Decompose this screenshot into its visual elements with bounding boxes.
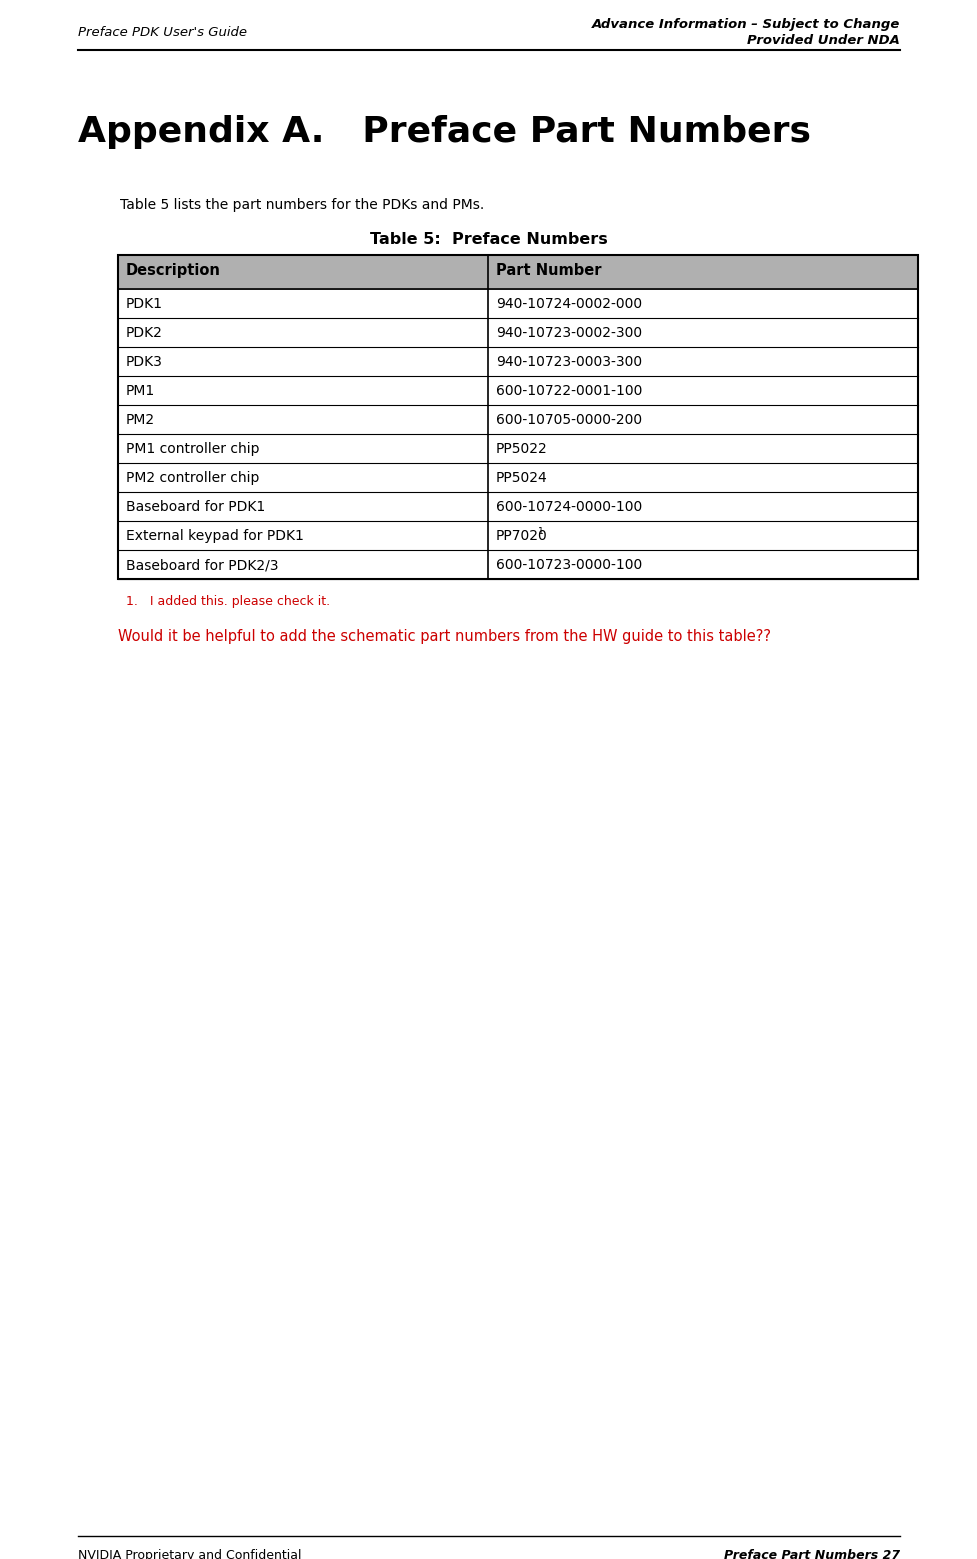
Text: Part Number: Part Number: [495, 263, 601, 278]
Text: Advance Information – Subject to Change: Advance Information – Subject to Change: [591, 19, 899, 31]
Text: Preface PDK User's Guide: Preface PDK User's Guide: [78, 27, 247, 39]
Bar: [118, 318, 917, 348]
Text: 940-10724-0002-000: 940-10724-0002-000: [495, 298, 642, 310]
Bar: [118, 550, 917, 578]
Bar: [118, 521, 917, 550]
Text: 1.   I added this. please check it.: 1. I added this. please check it.: [126, 596, 330, 608]
Text: PDK1: PDK1: [126, 298, 163, 310]
Text: NVIDIA Proprietary and Confidential: NVIDIA Proprietary and Confidential: [78, 1550, 301, 1559]
Bar: [118, 405, 917, 433]
Text: 600-10705-0000-200: 600-10705-0000-200: [495, 413, 642, 427]
Bar: [118, 288, 917, 318]
Text: 600-10722-0001-100: 600-10722-0001-100: [495, 384, 642, 398]
Text: Table 5 lists the part numbers for the PDKs and PMs.: Table 5 lists the part numbers for the P…: [120, 198, 484, 212]
Text: Description: Description: [126, 263, 221, 278]
Text: PDK2: PDK2: [126, 326, 163, 340]
Text: 600-10723-0000-100: 600-10723-0000-100: [495, 558, 642, 572]
Text: PP5022: PP5022: [495, 443, 547, 455]
Text: Baseboard for PDK2/3: Baseboard for PDK2/3: [126, 558, 278, 572]
Bar: [118, 348, 917, 376]
Text: PP5024: PP5024: [495, 471, 547, 485]
Text: Preface Part Numbers 27: Preface Part Numbers 27: [723, 1550, 899, 1559]
Text: PDK3: PDK3: [126, 355, 163, 369]
Text: 1: 1: [537, 527, 543, 536]
Bar: [118, 433, 917, 463]
Bar: [118, 463, 917, 493]
Text: Table 5:  Preface Numbers: Table 5: Preface Numbers: [369, 232, 608, 246]
Text: PM2: PM2: [126, 413, 155, 427]
Text: Would it be helpful to add the schematic part numbers from the HW guide to this : Would it be helpful to add the schematic…: [118, 628, 770, 644]
Bar: [118, 256, 917, 288]
Text: PM2 controller chip: PM2 controller chip: [126, 471, 259, 485]
Text: Baseboard for PDK1: Baseboard for PDK1: [126, 500, 265, 514]
Text: 940-10723-0002-300: 940-10723-0002-300: [495, 326, 642, 340]
Text: 600-10724-0000-100: 600-10724-0000-100: [495, 500, 642, 514]
Bar: [118, 493, 917, 521]
Text: Appendix A.   Preface Part Numbers: Appendix A. Preface Part Numbers: [78, 115, 810, 150]
Text: PP7020: PP7020: [495, 529, 547, 543]
Text: External keypad for PDK1: External keypad for PDK1: [126, 529, 304, 543]
Bar: [118, 376, 917, 405]
Text: 940-10723-0003-300: 940-10723-0003-300: [495, 355, 642, 369]
Text: PM1 controller chip: PM1 controller chip: [126, 443, 259, 455]
Text: PM1: PM1: [126, 384, 155, 398]
Bar: [118, 256, 917, 578]
Text: Provided Under NDA: Provided Under NDA: [746, 34, 899, 47]
